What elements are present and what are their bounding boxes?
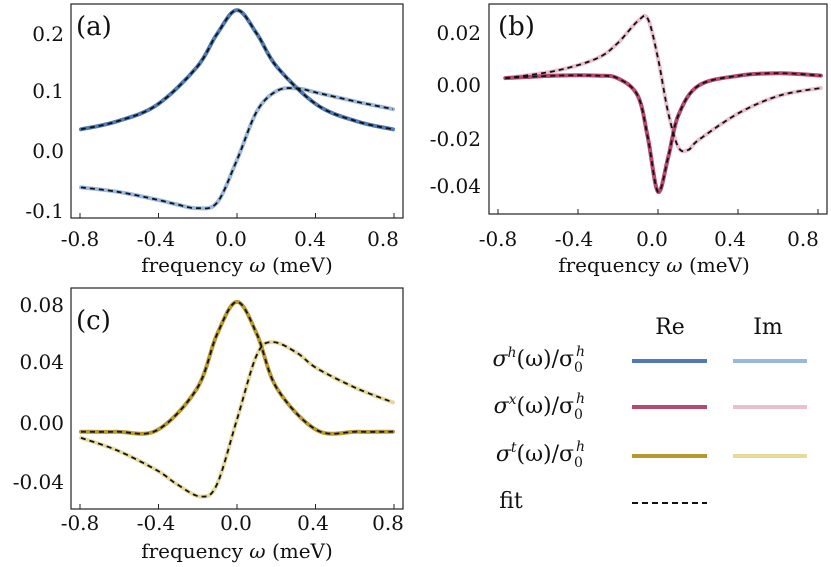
panel-label: (c) xyxy=(76,306,111,336)
series-line xyxy=(79,86,395,211)
y-tick-label: 0.00 xyxy=(436,73,481,97)
y-tick-label: -0.02 xyxy=(430,127,481,151)
x-tick-label: -0.4 xyxy=(555,227,594,251)
fit-line xyxy=(505,14,822,153)
legend-col-re: Re xyxy=(655,315,685,340)
x-tick-label: 0.4 xyxy=(714,227,746,251)
legend-label-sigma-h: σh(ω)/σ0h xyxy=(492,344,585,376)
legend-label-fit: fit xyxy=(499,489,523,514)
fit-line xyxy=(80,300,394,435)
series-line xyxy=(79,8,395,132)
y-tick-label: 0.1 xyxy=(32,79,64,103)
plot-curves xyxy=(79,8,395,218)
x-tick-label: 0.4 xyxy=(297,511,329,535)
x-tick-label: 0.4 xyxy=(294,227,326,251)
fit-line xyxy=(80,87,394,210)
series-line xyxy=(79,340,395,499)
y-tick-label: -0.04 xyxy=(430,174,481,198)
x-tick-label: 0.0 xyxy=(220,511,252,535)
plot-curves xyxy=(79,299,395,509)
legend-label-sigma-x: σx(ω)/σ0h xyxy=(494,391,585,423)
fit-line xyxy=(80,9,394,131)
x-axis-label: frequency ω (meV) xyxy=(141,539,333,563)
y-tick-label: 0.08 xyxy=(19,293,64,317)
x-tick-label: 0.8 xyxy=(372,511,404,535)
x-tick-label: 0.0 xyxy=(215,227,247,251)
x-tick-label: -0.8 xyxy=(61,227,100,251)
y-tick-label: 0.2 xyxy=(32,22,64,46)
plot-frame xyxy=(70,3,404,219)
x-tick-label: -0.8 xyxy=(61,511,100,535)
y-tick-label: -0.04 xyxy=(13,470,64,494)
panel-b: (b) 0.02 0.00 -0.02 -0.04 -0.8 -0.4 0.0 … xyxy=(430,3,828,277)
legend-col-im: Im xyxy=(753,315,783,340)
x-tick-label: 0.0 xyxy=(636,227,668,251)
x-tick-label: 0.8 xyxy=(367,227,399,251)
y-tick-label: -0.1 xyxy=(25,199,64,223)
legend: Re Im σh(ω)/σ0h σx(ω)/σ0h σt(ω)/σ0h fit xyxy=(492,315,807,514)
fit-line xyxy=(80,341,394,498)
x-axis-label: frequency ω (meV) xyxy=(558,253,750,277)
y-tick-label: 0.04 xyxy=(19,350,64,374)
fit-line xyxy=(505,72,821,193)
series-line xyxy=(503,13,823,154)
panel-a: (a) 0.2 0.1 0.0 -0.1 -0.8 -0.4 0.0 0.4 0… xyxy=(25,3,404,277)
y-tick-label: 0.00 xyxy=(19,411,64,435)
x-tick-label: -0.4 xyxy=(137,227,176,251)
plot-frame xyxy=(488,3,828,215)
plot-curves xyxy=(497,13,823,214)
x-tick-label: -0.8 xyxy=(479,227,518,251)
panel-label: (b) xyxy=(498,12,535,42)
x-axis-label: frequency ω (meV) xyxy=(141,253,333,277)
panel-label: (a) xyxy=(76,12,112,42)
x-tick-label: -0.4 xyxy=(137,511,176,535)
panel-c: (c) 0.08 0.04 0.00 -0.04 -0.8 -0.4 0.0 0… xyxy=(13,287,404,563)
plot-frame xyxy=(70,287,404,510)
x-tick-label: 0.8 xyxy=(787,227,819,251)
y-tick-label: 0.02 xyxy=(436,21,481,45)
legend-label-sigma-t: σt(ω)/σ0h xyxy=(496,439,585,471)
y-tick-label: 0.0 xyxy=(32,139,64,163)
